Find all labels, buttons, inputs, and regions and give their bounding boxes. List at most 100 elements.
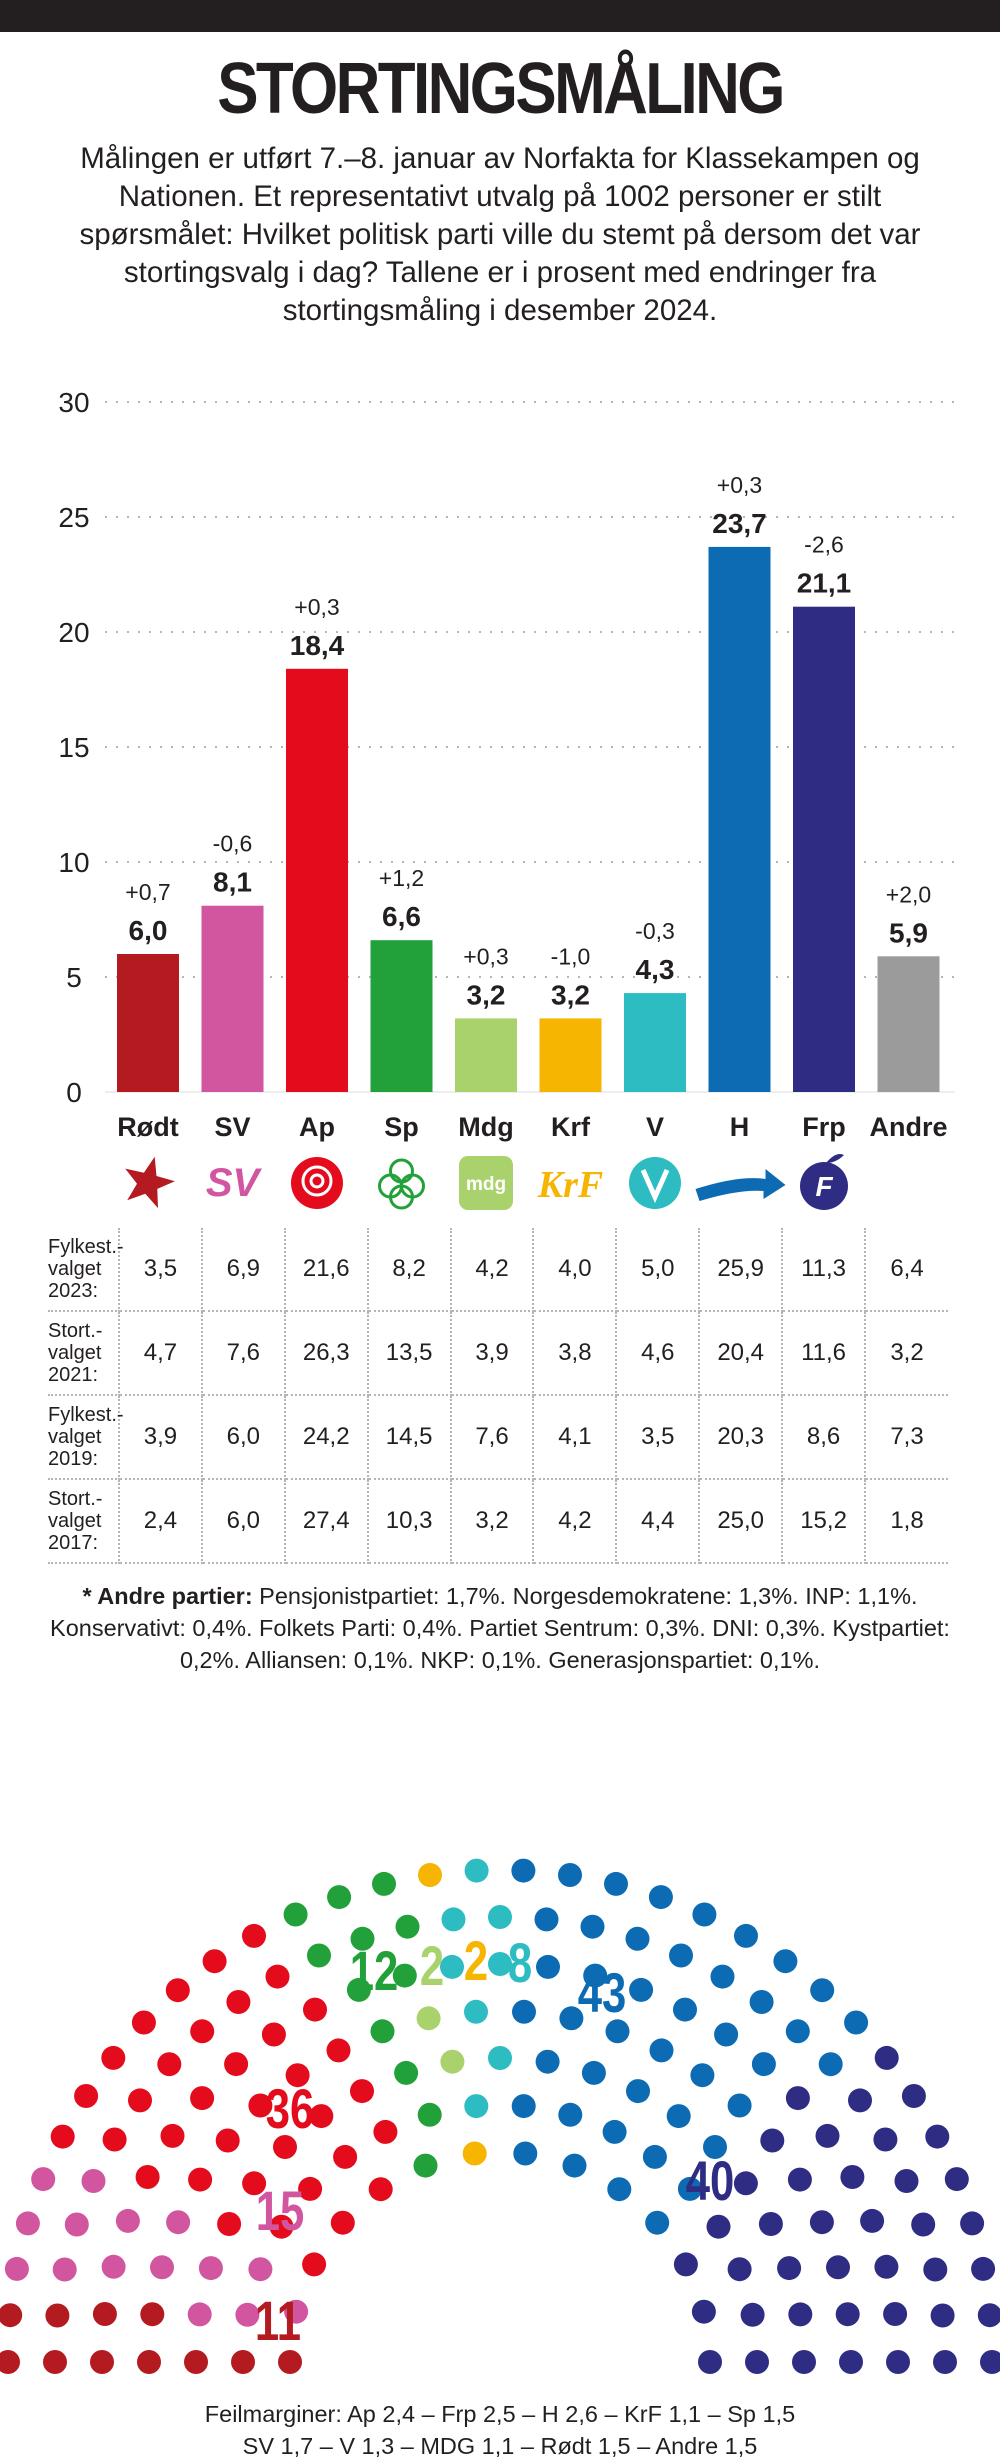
seat-h — [558, 2102, 583, 2127]
table-cell: 4,2 — [450, 1228, 535, 1312]
seat-sv — [150, 2255, 174, 2280]
seat-count-ap: 36 — [266, 2078, 315, 2140]
seat-frp — [860, 2208, 885, 2233]
seat-frp — [873, 2127, 898, 2152]
table-cell: 20,4 — [699, 1311, 784, 1396]
table-row: Stort.- valget 2017: 2,4 6,0 27,4 10,3 3,2 4,2 4,… — [48, 1479, 948, 1564]
seat-rødt — [43, 2350, 67, 2374]
seat-count-sp: 12 — [350, 1940, 399, 2002]
seat-sv — [248, 2257, 273, 2282]
seat-v — [440, 1954, 464, 1979]
seat-rødt — [0, 2350, 20, 2374]
rodt-star-icon — [125, 1156, 175, 1209]
seat-ap — [160, 2123, 185, 2148]
seat-count-h: 43 — [578, 1962, 627, 2024]
seat-ap — [135, 2165, 160, 2189]
table-cell: 2,4 — [119, 1479, 203, 1564]
seat-krf — [462, 2141, 487, 2166]
seat-sv — [115, 2208, 140, 2233]
table-cell: 3,8 — [533, 1311, 618, 1396]
seat-ap — [309, 2104, 334, 2129]
table-cell: 7,3 — [865, 1395, 948, 1480]
seat-sv — [187, 2302, 212, 2327]
change-label: +1,2 — [379, 865, 424, 891]
table-cell: 8,2 — [367, 1228, 452, 1312]
seat-sp — [372, 1871, 396, 1896]
seat-h — [710, 1964, 735, 1989]
seat-rødt — [90, 2350, 114, 2374]
error-margins: Feilmarginer: Ap 2,4 – Frp 2,5 – H 2,6 –… — [40, 2398, 960, 2462]
seat-frp — [911, 2212, 936, 2237]
seat-frp — [944, 2167, 969, 2192]
change-label: -0,3 — [635, 918, 675, 944]
seat-frp — [925, 2124, 950, 2149]
seat-h — [629, 1977, 654, 2002]
row-label: Fylkest.- valget 2019: — [48, 1395, 124, 1480]
category-label: Krf — [551, 1112, 591, 1142]
seat-h — [559, 2006, 584, 2031]
table-cell: 11,3 — [782, 1228, 867, 1312]
seat-h — [602, 2119, 627, 2144]
seat-sv — [235, 2302, 260, 2327]
seat-ap — [373, 2119, 398, 2144]
category-label: V — [646, 1112, 664, 1142]
seat-h — [536, 1954, 560, 1979]
seat-h — [677, 2176, 702, 2201]
table-cell: 3,2 — [450, 1479, 535, 1564]
seat-ap — [202, 1949, 227, 1974]
seat-ap — [265, 1964, 290, 1989]
seat-rødt — [137, 2350, 161, 2374]
seat-ap — [261, 2022, 286, 2047]
seat-h — [810, 1978, 835, 2003]
seat-ap — [190, 2019, 215, 2044]
bar-andre — [877, 956, 940, 1092]
change-label: +0,3 — [717, 472, 762, 498]
seat-frp — [826, 2255, 850, 2280]
value-label: 5,9 — [889, 917, 928, 948]
seat-frp — [901, 2084, 926, 2108]
seat-sp — [395, 1914, 420, 1939]
seat-frp — [740, 2302, 765, 2327]
seat-rødt — [0, 2303, 23, 2328]
seat-krf — [418, 1863, 442, 1887]
y-tick-label: 25 — [58, 502, 89, 533]
table-row: Fylkest.- valget 2019: 3,9 6,0 24,2 14,5 7,6 4,1… — [48, 1395, 948, 1480]
seat-ap — [188, 2167, 213, 2192]
seat-rødt — [140, 2302, 165, 2327]
value-label: 4,3 — [636, 954, 675, 985]
seat-sp — [327, 1885, 352, 1910]
seat-v — [464, 2094, 489, 2119]
seat-count-sv: 15 — [256, 2180, 305, 2242]
seat-rødt — [278, 2350, 302, 2374]
sp-clover-icon — [378, 1158, 425, 1210]
seat-frp — [760, 2128, 785, 2153]
seat-sp — [392, 1963, 417, 1988]
category-label: Frp — [802, 1112, 846, 1142]
seat-ap — [215, 2128, 240, 2153]
sv-logo-icon: SV — [206, 1161, 263, 1205]
seat-h — [751, 2052, 776, 2077]
seat-count-mdg: 2 — [420, 1935, 444, 1997]
y-tick-label: 10 — [58, 847, 89, 878]
seat-ap — [131, 2010, 156, 2035]
y-tick-label: 30 — [58, 387, 89, 418]
seat-h — [512, 1999, 536, 2024]
seat-h — [535, 2049, 560, 2074]
seat-v — [488, 1952, 512, 1976]
table-cell: 13,5 — [367, 1311, 452, 1396]
value-label: 6,6 — [382, 901, 421, 932]
seat-frp — [777, 2256, 802, 2281]
table-cell: 14,5 — [367, 1395, 452, 1480]
change-label: -2,6 — [804, 532, 844, 558]
seat-frp — [874, 2254, 899, 2279]
krf-logo-icon: KrF — [537, 1164, 603, 1206]
bar-sp — [370, 940, 433, 1092]
seat-v — [488, 1905, 512, 1929]
change-label: -0,6 — [213, 831, 253, 857]
value-label: 18,4 — [290, 630, 345, 661]
seat-ap — [165, 1978, 190, 2003]
seat-sp — [307, 1943, 331, 1968]
value-label: 21,1 — [797, 568, 852, 599]
seat-ap — [74, 2084, 99, 2108]
